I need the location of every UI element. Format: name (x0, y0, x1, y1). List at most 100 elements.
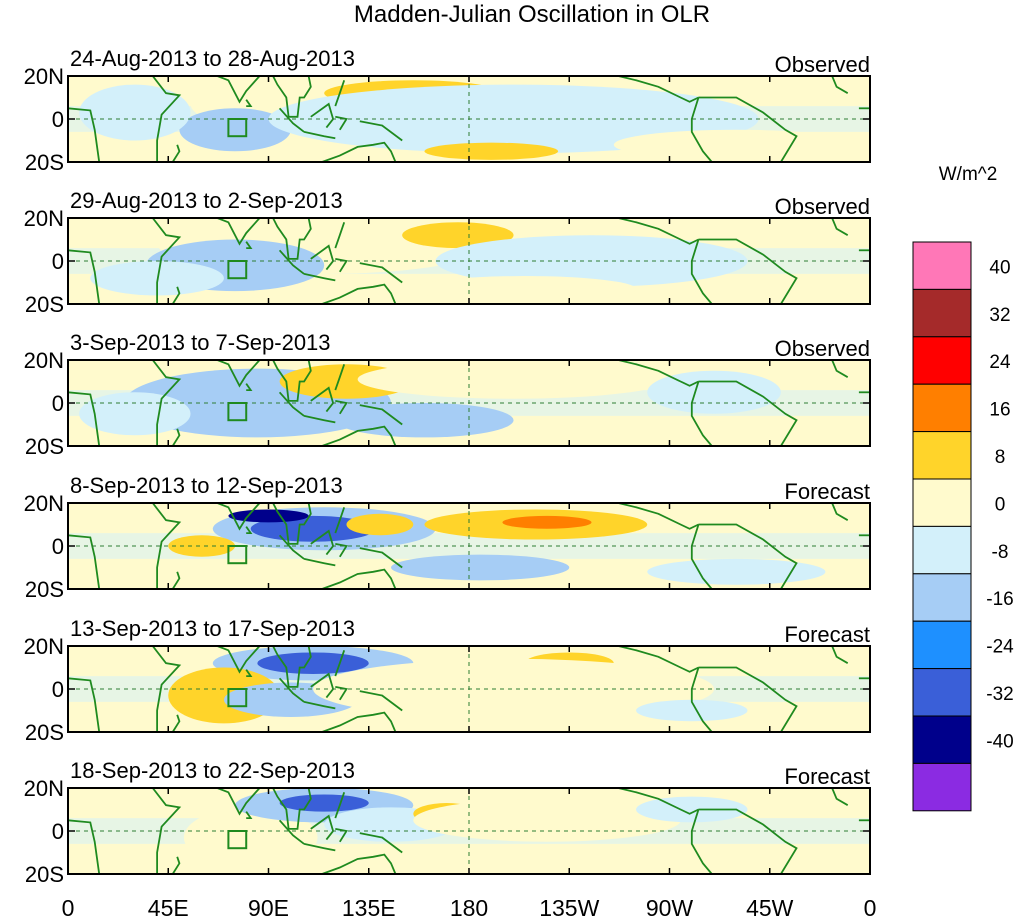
anomaly-contour (402, 222, 514, 249)
coastline (618, 503, 699, 530)
coastline (303, 558, 336, 567)
coastline (245, 383, 253, 391)
coastline (303, 415, 336, 424)
coastline (68, 249, 101, 304)
coastline (831, 218, 849, 236)
colorbar-label: 0 (995, 494, 1006, 515)
coastline (310, 672, 335, 699)
lon-label: 0 (864, 895, 877, 920)
coastline (698, 238, 798, 304)
coastline (310, 244, 335, 271)
anomaly-contour (636, 796, 748, 823)
coastline-group (68, 218, 870, 304)
coastline (698, 380, 798, 446)
coastline (68, 819, 101, 874)
anomaly-contour (424, 142, 559, 160)
coastline (690, 809, 713, 874)
longitude-axis: 0 45E 90E 135E 180 135W 90W 45W 0 (62, 895, 877, 920)
coastline-group (68, 360, 870, 446)
index-box (227, 545, 248, 565)
coastline (310, 814, 335, 841)
anomaly-contour (279, 794, 369, 812)
coastline (151, 646, 182, 732)
coastline (334, 222, 346, 249)
coastline (334, 364, 346, 391)
coastline (272, 503, 312, 545)
lon-label: 45E (148, 895, 189, 920)
coastline (698, 96, 798, 162)
coastline (278, 534, 305, 560)
coastline (171, 856, 181, 874)
lat-label: 0 (52, 391, 64, 416)
coastline (272, 76, 312, 118)
lat-label: 20N (24, 491, 64, 516)
coastline (68, 534, 101, 589)
coastline (690, 667, 713, 732)
colorbar-label: -40 (986, 731, 1013, 752)
coastline (321, 711, 397, 732)
coastline (245, 99, 253, 107)
colorbar-swatch (912, 383, 972, 433)
coastline (359, 690, 403, 712)
colorbar-swatch (912, 668, 972, 717)
lat-label: 20S (25, 862, 64, 887)
coastline (303, 273, 336, 282)
coastline (171, 714, 181, 732)
panel-period: 3-Sep-2013 to 7-Sep-2013 (70, 330, 331, 355)
colorbar-label: -24 (986, 637, 1014, 658)
colorbar-label: -8 (992, 542, 1009, 563)
panel-period: 18-Sep-2013 to 22-Sep-2013 (70, 758, 355, 783)
coastline (303, 131, 336, 140)
coastline (310, 386, 335, 413)
coastline (335, 686, 348, 701)
index-box (227, 260, 248, 280)
lat-label: 0 (52, 534, 64, 559)
coastline (310, 102, 335, 129)
lon-label: 45W (746, 895, 794, 920)
colorbar-label: 40 (989, 257, 1010, 278)
coastline (151, 360, 182, 446)
lon-label: 90E (248, 895, 289, 920)
coastline (216, 503, 261, 531)
coastline (245, 241, 253, 249)
coastline-group (68, 788, 870, 874)
coastline (321, 568, 397, 589)
coastline (831, 646, 849, 664)
coastline (216, 788, 261, 816)
coastline (171, 571, 181, 589)
panel-kind: Forecast (784, 479, 870, 504)
lon-label: 135W (539, 895, 599, 920)
coastline (690, 239, 713, 304)
colorbar-label: 8 (995, 447, 1006, 468)
coastline (334, 650, 346, 677)
anomaly-contour (613, 129, 859, 160)
colorbar-swatch (912, 620, 972, 670)
forecast-panel: 20N 0 20S 18-Sep-2013 to 22-Sep-2013 Forecas… (24, 758, 871, 887)
coastline (831, 76, 849, 94)
coastline (151, 218, 182, 304)
coastline (151, 76, 182, 162)
coastline (831, 503, 849, 521)
coastline (698, 808, 798, 874)
colorbar-swatch (912, 573, 972, 622)
coastline (68, 107, 101, 162)
coastline (321, 425, 397, 446)
coastline-group (68, 646, 870, 732)
lat-label: 20S (25, 292, 64, 317)
lat-label: 20S (25, 720, 64, 745)
coastline (303, 843, 336, 852)
coastline (216, 218, 261, 246)
coastline (359, 404, 403, 426)
lat-label: 20S (25, 577, 64, 602)
coastline (335, 115, 348, 131)
panel-period: 13-Sep-2013 to 17-Sep-2013 (70, 616, 355, 641)
coastline (618, 646, 699, 673)
forecast-panel: 20N 0 20S 29-Aug-2013 to 2-Sep-2013 Observed (24, 188, 871, 317)
colorbar-swatch (912, 288, 972, 338)
lat-label: 0 (52, 107, 64, 132)
lat-label: 0 (52, 677, 64, 702)
coastline (690, 524, 713, 589)
coastline (618, 360, 699, 387)
coastline (698, 666, 798, 732)
forecast-panel: 20N 0 20S 3-Sep-2013 to 7-Sep-2013 Observed (24, 330, 871, 459)
